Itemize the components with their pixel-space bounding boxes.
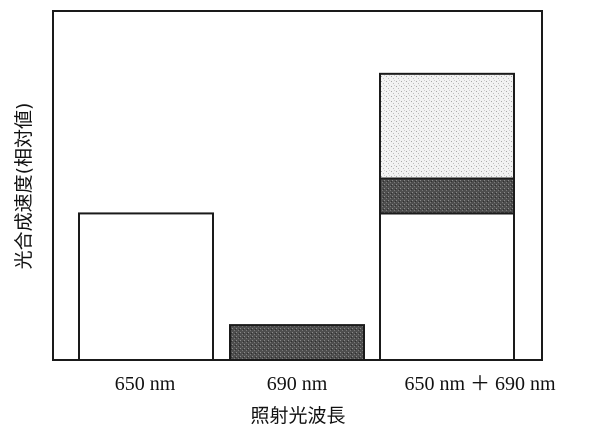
bar-light_extra-2: [379, 72, 515, 180]
bar-base_650-0: [78, 212, 214, 361]
bar-dark_690-1: [229, 324, 365, 362]
bar-dark_690-2: [379, 177, 515, 215]
bars: [78, 72, 515, 362]
y-axis-title: 光合成速度(相対値): [13, 103, 35, 270]
bar-base_650-2: [379, 212, 515, 361]
x-tick-label-650-plus-690: 650 nm ＋ 690 nm: [404, 373, 556, 395]
x-tick-label-650: 650 nm: [115, 373, 176, 395]
x-tick-label-690: 690 nm: [267, 373, 328, 395]
x-axis-title: 照射光波長: [250, 405, 345, 427]
